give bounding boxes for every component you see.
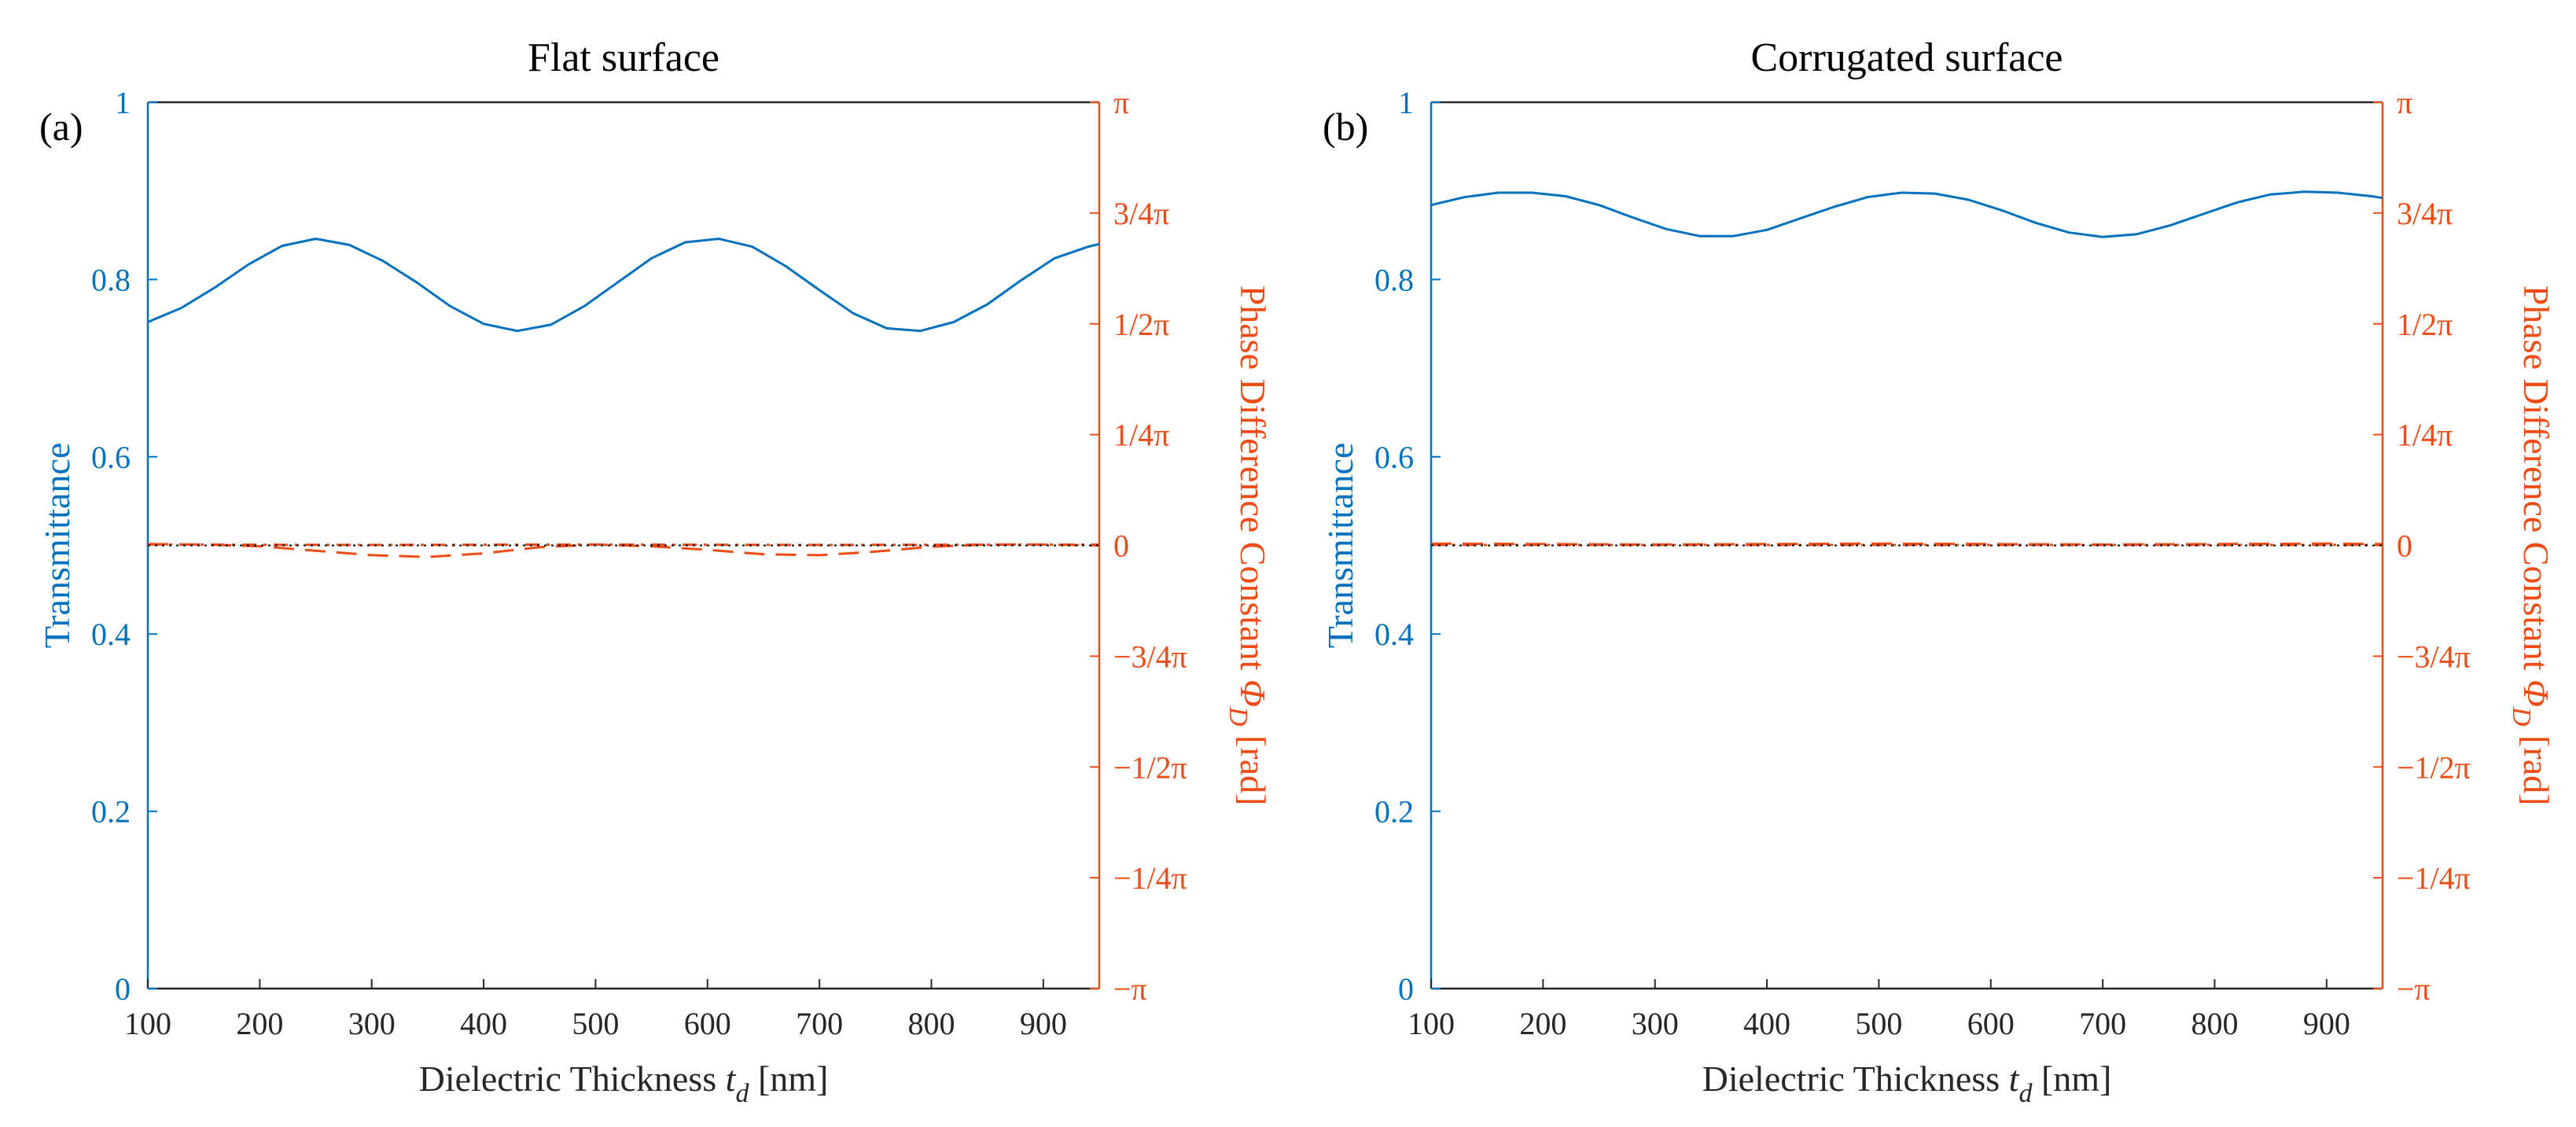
x-tick-label: 900 (1020, 1006, 1067, 1041)
transmittance-line (147, 238, 1100, 333)
y-left-tick-label: 0.6 (91, 440, 131, 475)
y-left-tick-label: 0.8 (1374, 262, 1414, 297)
x-tick-label: 200 (236, 1006, 283, 1041)
x-tick-label: 900 (2303, 1006, 2350, 1041)
transmittance-line (1430, 190, 2383, 238)
y-right-tick-label: 3/4π (1113, 196, 1169, 231)
x-axis-label-var: t (2009, 1059, 2020, 1099)
x-axis-label-unit: [nm] (749, 1059, 828, 1099)
x-tick-label: 200 (1519, 1006, 1566, 1041)
y-left-axis-label: Transmittance (1320, 443, 1360, 649)
x-tick-label: 500 (1855, 1006, 1902, 1041)
x-tick-label: 700 (796, 1006, 843, 1041)
chart-panel-a: Flat surface(a)100 200 300 400 500 600 700 800 9… (37, 35, 1273, 1108)
chart-panel-b: Corrugated surface(b)100 200 300 400 500 600 7… (1320, 35, 2556, 1108)
y-right-tick-label: π (2397, 85, 2412, 120)
y-right-tick-label: 1/2π (1113, 307, 1169, 342)
x-tick-label: 600 (1967, 1006, 2015, 1041)
y-right-tick-label: 1/4π (1113, 418, 1169, 453)
x-tick-label: 100 (124, 1006, 171, 1041)
y-right-label-main: Phase Difference Constant (2516, 285, 2556, 680)
y-right-tick-label: −1/2π (1113, 749, 1187, 785)
x-axis-label: Dielectric Thickness td [nm] (419, 1059, 829, 1108)
x-tick-label: 500 (572, 1006, 619, 1041)
y-right-tick-label: −1/2π (2397, 749, 2471, 785)
y-right-label-unit: [rad] (1233, 726, 1273, 805)
x-axis-label-main: Dielectric Thickness (419, 1059, 726, 1099)
y-right-tick-label: −π (2397, 971, 2431, 1007)
y-right-tick-label: −1/4π (1113, 860, 1187, 896)
y-right-label-sub: D (1224, 706, 1253, 727)
y-right-tick-label: −π (1113, 971, 1147, 1007)
y-right-label-main: Phase Difference Constant (1233, 285, 1273, 680)
x-tick-label: 800 (2191, 1006, 2238, 1041)
chart-title: Flat surface (528, 35, 719, 80)
y-right-tick-label: 1/4π (2397, 418, 2453, 453)
y-right-tick-label: −3/4π (2397, 639, 2471, 674)
y-right-tick-label: π (1113, 85, 1129, 120)
y-right-tick-label: 0 (1113, 529, 1129, 564)
x-axis-label-main: Dielectric Thickness (1702, 1059, 2009, 1099)
x-tick-label: 300 (348, 1006, 396, 1041)
y-right-label-sub: D (2507, 706, 2536, 727)
y-right-tick-label: −3/4π (1113, 639, 1187, 674)
y-left-tick-label: 0.4 (91, 617, 131, 652)
x-tick-label: 600 (684, 1006, 731, 1041)
panel-label: (b) (1323, 105, 1368, 149)
y-right-tick-label: −1/4π (2397, 860, 2471, 896)
y-right-tick-label: 3/4π (2397, 196, 2453, 231)
x-tick-label: 400 (460, 1006, 507, 1041)
y-right-axis-label: Phase Difference Constant ΦD [rad] (1224, 285, 1273, 806)
x-tick-label: 300 (1632, 1006, 1679, 1041)
x-tick-label: 100 (1408, 1006, 1455, 1041)
y-right-axis-label: Phase Difference Constant ΦD [rad] (2507, 285, 2556, 806)
y-left-tick-label: 0 (1398, 971, 1414, 1007)
y-left-tick-label: 0.4 (1374, 617, 1414, 652)
y-right-label-unit: [rad] (2516, 726, 2556, 805)
y-right-tick-label: 1/2π (2397, 307, 2453, 342)
x-tick-label: 800 (907, 1006, 955, 1041)
chart-title: Corrugated surface (1750, 35, 2063, 80)
x-tick-label: 400 (1743, 1006, 1790, 1041)
x-axis-label-sub: d (2018, 1079, 2033, 1108)
y-right-tick-label: 0 (2397, 529, 2412, 564)
y-left-tick-label: 0.6 (1374, 440, 1414, 475)
x-tick-label: 700 (2079, 1006, 2126, 1041)
y-left-axis-label: Transmittance (37, 443, 77, 649)
y-left-tick-label: 0 (115, 971, 131, 1007)
panel-label: (a) (39, 105, 83, 149)
y-left-tick-label: 1 (115, 85, 131, 120)
x-axis-label-unit: [nm] (2032, 1059, 2111, 1099)
y-left-tick-label: 1 (1398, 85, 1414, 120)
y-right-label-var: Φ (1233, 680, 1273, 707)
x-axis-label: Dielectric Thickness td [nm] (1702, 1059, 2112, 1108)
y-left-tick-label: 0.8 (91, 262, 131, 297)
y-left-tick-label: 0.2 (1374, 794, 1414, 830)
y-right-label-var: Φ (2516, 680, 2556, 707)
x-axis-label-sub: d (735, 1079, 749, 1108)
x-axis-label-var: t (726, 1059, 737, 1099)
y-left-tick-label: 0.2 (91, 794, 131, 830)
